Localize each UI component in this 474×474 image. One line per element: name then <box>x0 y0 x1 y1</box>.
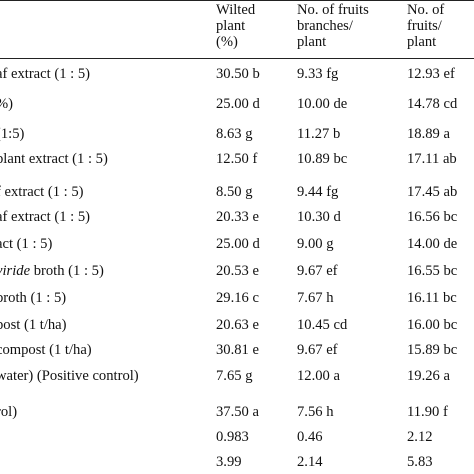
row-treatment: post (1 t/ha) <box>0 317 67 333</box>
row-branches-value: 9.33 fg <box>297 66 339 82</box>
row-fruits-value: 12.93 ef <box>407 66 455 82</box>
row-branches-value: 2.14 <box>297 454 323 470</box>
row-fruits-value: 16.55 bc <box>407 263 458 279</box>
header-fruits-per-plant: No. of fruits/ plant <box>407 2 445 50</box>
table-top-rule <box>0 0 474 1</box>
header-fruit-branches: No. of fruits branches/ plant <box>297 2 369 50</box>
row-branches-value: 9.00 g <box>297 236 334 252</box>
row-fruits-value: 14.78 cd <box>407 96 458 112</box>
row-branches-value: 11.27 b <box>297 126 341 142</box>
row-fruits-value: 17.45 ab <box>407 184 458 200</box>
row-branches-value: 9.67 ef <box>297 263 338 279</box>
row-fruits-value: 16.00 bc <box>407 317 458 333</box>
row-treatment: act (1 : 5) <box>0 236 53 252</box>
row-treatment: broth (1 : 5) <box>0 290 67 306</box>
row-treatment: %) <box>0 96 14 112</box>
row-wilted-value: 3.99 <box>216 454 242 470</box>
row-branches-value: 0.46 <box>297 429 323 445</box>
row-wilted-value: 25.00 d <box>216 236 260 252</box>
row-wilted-value: 8.63 g <box>216 126 253 142</box>
row-wilted-value: 30.81 e <box>216 342 259 358</box>
row-wilted-value: 7.65 g <box>216 368 253 384</box>
row-wilted-value: 37.50 a <box>216 404 259 420</box>
row-treatment: af extract (1 : 5) <box>0 66 90 82</box>
row-treatment: af extract (1 : 5) <box>0 209 90 225</box>
row-fruits-value: 14.00 de <box>407 236 458 252</box>
row-treatment: (1:5) <box>0 126 25 142</box>
row-branches-value: 12.00 a <box>297 368 340 384</box>
row-wilted-value: 20.53 e <box>216 263 259 279</box>
header-bottom-rule <box>0 58 474 59</box>
row-fruits-value: 18.89 a <box>407 126 450 142</box>
row-branches-value: 9.67 ef <box>297 342 338 358</box>
row-wilted-value: 0.983 <box>216 429 249 445</box>
row-wilted-value: 20.63 e <box>216 317 259 333</box>
row-treatment: compost (1 t/ha) <box>0 342 92 358</box>
row-branches-value: 10.89 bc <box>297 151 348 167</box>
row-branches-value: 7.56 h <box>297 404 334 420</box>
row-fruits-value: 15.89 bc <box>407 342 458 358</box>
row-branches-value: 10.30 d <box>297 209 341 225</box>
row-fruits-value: 16.56 bc <box>407 209 458 225</box>
row-treatment: plant extract (1 : 5) <box>0 151 108 167</box>
header-wilted-plant: Wilted plant (%) <box>216 2 256 50</box>
row-treatment: rol) <box>0 404 18 420</box>
row-wilted-value: 29.16 c <box>216 290 259 306</box>
row-wilted-value: 25.00 d <box>216 96 260 112</box>
row-branches-value: 7.67 h <box>297 290 334 306</box>
row-fruits-value: 5.83 <box>407 454 433 470</box>
row-branches-value: 10.00 de <box>297 96 348 112</box>
row-branches-value: 9.44 fg <box>297 184 339 200</box>
row-wilted-value: 30.50 b <box>216 66 260 82</box>
row-fruits-value: 16.11 bc <box>407 290 457 306</box>
row-wilted-value: 12.50 f <box>216 151 258 167</box>
row-treatment: viride broth (1 : 5) <box>0 263 104 279</box>
row-treatment: water) (Positive control) <box>0 368 139 384</box>
row-fruits-value: 17.11 ab <box>407 151 457 167</box>
row-branches-value: 10.45 cd <box>297 317 348 333</box>
row-fruits-value: 2.12 <box>407 429 433 445</box>
row-wilted-value: 20.33 e <box>216 209 259 225</box>
row-wilted-value: 8.50 g <box>216 184 253 200</box>
row-fruits-value: 11.90 f <box>407 404 448 420</box>
row-fruits-value: 19.26 a <box>407 368 450 384</box>
row-treatment: f extract (1 : 5) <box>0 184 84 200</box>
